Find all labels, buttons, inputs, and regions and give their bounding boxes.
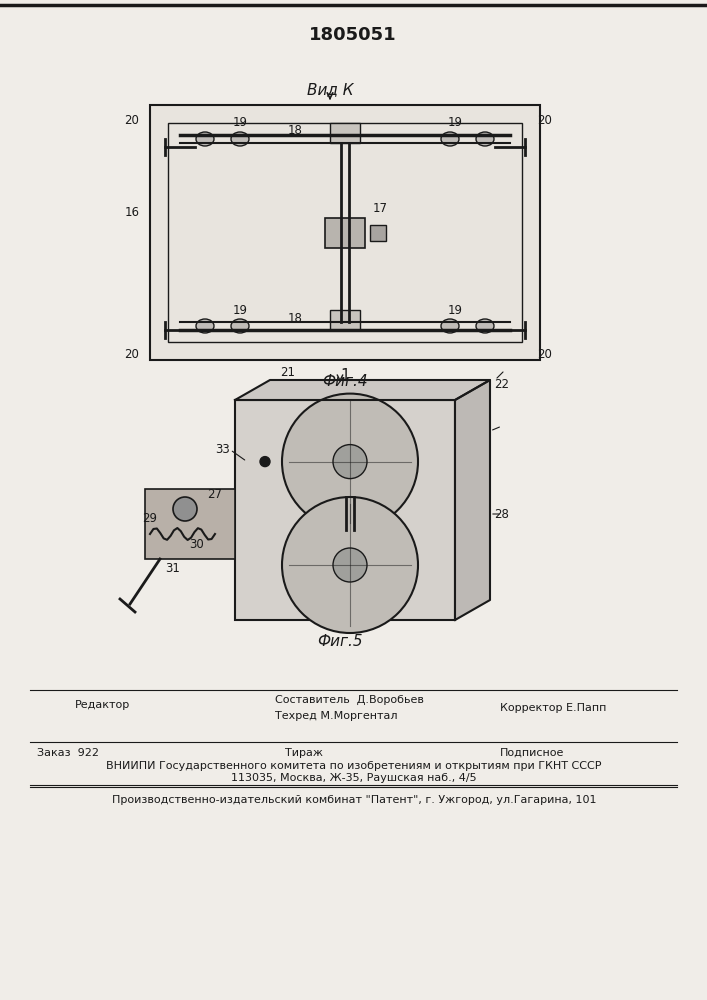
Polygon shape [455, 380, 490, 620]
Ellipse shape [231, 132, 249, 146]
Text: 20: 20 [124, 113, 139, 126]
Text: 20: 20 [537, 349, 552, 361]
Bar [168, 123, 522, 342]
Polygon shape [235, 380, 490, 400]
Circle shape [173, 497, 197, 521]
Text: Составитель  Д.Воробьев: Составитель Д.Воробьев [275, 695, 424, 705]
Bar [235, 400, 455, 620]
Bar [145, 489, 235, 559]
Text: 16: 16 [124, 207, 139, 220]
Text: 28: 28 [495, 508, 510, 520]
Ellipse shape [196, 132, 214, 146]
Bar [370, 225, 386, 241]
Text: 20: 20 [124, 349, 139, 361]
Ellipse shape [476, 319, 494, 333]
Ellipse shape [231, 319, 249, 333]
Text: 18: 18 [288, 123, 303, 136]
Text: Техред М.Моргентал: Техред М.Моргентал [275, 711, 397, 721]
Text: 19: 19 [448, 116, 462, 129]
Bar [330, 310, 360, 330]
Text: 19: 19 [233, 116, 247, 129]
Text: 19: 19 [448, 304, 462, 316]
Text: 22: 22 [494, 378, 510, 391]
Text: Заказ  922: Заказ 922 [37, 748, 99, 758]
Text: 27: 27 [207, 488, 223, 500]
Text: 21: 21 [281, 365, 296, 378]
Text: 18: 18 [288, 312, 303, 324]
Text: 1805051: 1805051 [309, 26, 397, 44]
Text: 17: 17 [373, 202, 387, 215]
Text: 29: 29 [143, 512, 158, 526]
Ellipse shape [196, 319, 214, 333]
Text: 19: 19 [233, 304, 247, 316]
Circle shape [333, 445, 367, 479]
Text: 33: 33 [216, 443, 230, 456]
Text: 31: 31 [165, 562, 180, 576]
Text: Фиг.4: Фиг.4 [322, 374, 368, 389]
Bar [325, 218, 365, 248]
Circle shape [333, 548, 367, 582]
Ellipse shape [441, 132, 459, 146]
Text: 113035, Москва, Ж-35, Раушская наб., 4/5: 113035, Москва, Ж-35, Раушская наб., 4/5 [231, 773, 477, 783]
Ellipse shape [476, 132, 494, 146]
Circle shape [260, 457, 270, 467]
Text: Редактор: Редактор [75, 700, 130, 710]
Text: 30: 30 [189, 538, 204, 550]
Text: Фиг.5: Фиг.5 [317, 635, 363, 650]
Circle shape [282, 394, 418, 530]
Text: Подписное: Подписное [500, 748, 564, 758]
Ellipse shape [441, 319, 459, 333]
Text: Вид К: Вид К [307, 83, 354, 98]
Text: ВНИИПИ Государственного комитета по изобретениям и открытиям при ГКНТ СССР: ВНИИПИ Государственного комитета по изоб… [106, 761, 602, 771]
Text: Производственно-издательский комбинат "Патент", г. Ужгород, ул.Гагарина, 101: Производственно-издательский комбинат "П… [112, 795, 596, 805]
Circle shape [282, 497, 418, 633]
Text: Корректор Е.Папп: Корректор Е.Папп [500, 703, 607, 713]
Bar [150, 105, 540, 360]
Text: 20: 20 [537, 113, 552, 126]
Text: Тираж: Тираж [285, 748, 323, 758]
Text: 1: 1 [340, 367, 350, 382]
Bar [330, 123, 360, 143]
